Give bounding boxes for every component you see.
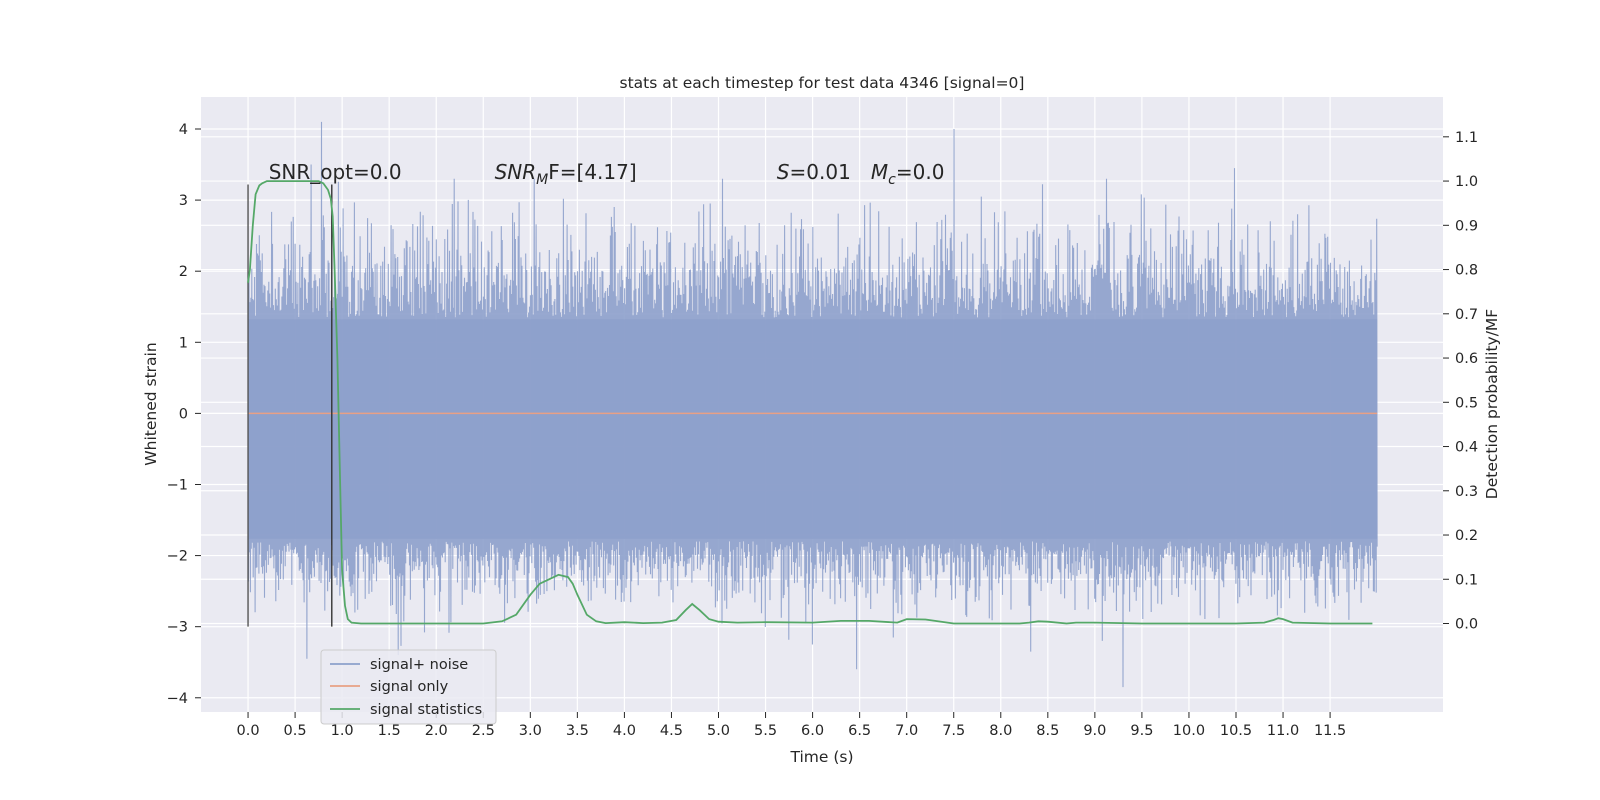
y-axis-label-left: Whitened strain xyxy=(142,342,160,465)
y-right-tick-label-9: 0.2 xyxy=(1455,528,1478,544)
annotation-snr-mf-subscript: M xyxy=(536,172,548,188)
y-right-tick-label-4: 0.7 xyxy=(1455,307,1478,323)
annotation-s-symbol: S xyxy=(777,160,790,184)
x-tick-label-2: 1.0 xyxy=(331,723,354,739)
x-tick-label-1: 0.5 xyxy=(284,723,307,739)
y-left-tick-label-7: −3 xyxy=(167,620,188,636)
series-signal-statistics xyxy=(247,180,1373,625)
y-axis-left: 4 3 2 1 0 −1 −2 −3 −4 xyxy=(167,122,201,707)
y-left-tick-label-5: −1 xyxy=(167,477,188,493)
y-axis-right: 1.1 1.0 0.9 0.8 0.7 0.6 0.5 0.4 0.3 0.2 0.1 0.0 xyxy=(1443,130,1478,633)
signal-statistics-line xyxy=(247,180,1373,625)
x-tick-label-8: 4.0 xyxy=(613,723,636,739)
annotation-snr-mf: SNRMF=[4.17] xyxy=(495,160,637,188)
x-tick-label-18: 9.0 xyxy=(1083,723,1106,739)
vertical-markers xyxy=(247,184,333,627)
y-right-tick-label-11: 0.0 xyxy=(1455,617,1478,633)
x-tick-label-11: 5.5 xyxy=(754,723,777,739)
y-right-tick-label-0: 1.1 xyxy=(1455,130,1478,146)
x-tick-label-19: 9.5 xyxy=(1130,723,1153,739)
x-tick-label-14: 7.0 xyxy=(895,723,918,739)
annotation-mc-symbol: M xyxy=(871,160,888,184)
x-tick-label-5: 2.5 xyxy=(472,723,495,739)
y-left-tick-label-0: 4 xyxy=(179,122,188,138)
x-tick-label-23: 11.5 xyxy=(1314,723,1346,739)
x-tick-label-7: 3.5 xyxy=(566,723,589,739)
y-right-tick-label-7: 0.4 xyxy=(1455,440,1478,456)
chart-title: stats at each timestep for test data 434… xyxy=(620,74,1025,92)
x-tick-label-15: 7.5 xyxy=(942,723,965,739)
y-right-tick-label-1: 1.0 xyxy=(1455,174,1478,190)
annotation-mc-subscript: c xyxy=(888,172,896,188)
legend-box xyxy=(320,649,497,725)
x-tick-label-16: 8.0 xyxy=(989,723,1012,739)
y-right-tick-label-5: 0.6 xyxy=(1455,351,1478,367)
y-right-tick-label-2: 0.9 xyxy=(1455,218,1478,234)
x-tick-label-4: 2.0 xyxy=(425,723,448,739)
x-tick-label-0: 0.0 xyxy=(237,723,260,739)
annotation-s-value: =0.01 xyxy=(790,160,851,184)
annotation-snr-mf-base: SNR xyxy=(495,160,537,184)
x-tick-label-3: 1.5 xyxy=(378,723,401,739)
legend-label-signal-only: signal only xyxy=(370,679,449,695)
x-tick-label-12: 6.0 xyxy=(801,723,824,739)
y-right-tick-label-6: 0.5 xyxy=(1455,395,1478,411)
y-left-tick-label-2: 2 xyxy=(179,264,188,280)
y-right-tick-label-8: 0.3 xyxy=(1455,484,1478,500)
y-left-tick-label-6: −2 xyxy=(167,549,188,565)
annotation-mc-value: =0.0 xyxy=(896,160,945,184)
x-tick-label-20: 10.0 xyxy=(1173,723,1205,739)
x-tick-label-13: 6.5 xyxy=(848,723,871,739)
annotation-s: S=0.01 xyxy=(777,160,851,184)
x-tick-label-9: 4.5 xyxy=(660,723,683,739)
y-left-tick-label-8: −4 xyxy=(167,691,188,707)
y-left-tick-label-4: 0 xyxy=(179,406,188,422)
y-axis-label-right: Detection probability/MF xyxy=(1483,309,1501,500)
annotation-snr-opt: SNR_opt=0.0 xyxy=(269,160,402,184)
x-tick-label-10: 5.0 xyxy=(707,723,730,739)
y-right-tick-label-10: 0.1 xyxy=(1455,572,1478,588)
series-signal-plus-noise xyxy=(247,121,1378,688)
x-tick-label-6: 3.0 xyxy=(519,723,542,739)
legend-label-signal-statistics: signal statistics xyxy=(370,702,482,718)
x-tick-label-22: 11.0 xyxy=(1267,723,1299,739)
x-axis: 0.0 0.5 1.0 1.5 2.0 2.5 3.0 3.5 4.0 4.5 5.0 5.5 6.0 6… xyxy=(237,712,1346,739)
legend-label-signal-plus-noise: signal+ noise xyxy=(370,657,468,673)
x-axis-label: Time (s) xyxy=(789,748,853,766)
x-tick-label-21: 10.5 xyxy=(1220,723,1252,739)
plot-content xyxy=(247,121,1378,688)
y-right-tick-label-3: 0.8 xyxy=(1455,263,1478,279)
annotation-mc: Mc=0.0 xyxy=(871,160,945,188)
annotations: SNR_opt=0.0 SNRMF=[4.17] S=0.01 Mc=0.0 xyxy=(269,160,945,188)
y-left-tick-label-3: 1 xyxy=(179,335,188,351)
annotation-snr-mf-value: F=[4.17] xyxy=(548,160,636,184)
legend: signal+ noise signal only signal statist… xyxy=(320,649,497,725)
signal-plus-noise-core-band xyxy=(248,319,1378,539)
x-tick-label-17: 8.5 xyxy=(1036,723,1059,739)
y-left-tick-label-1: 3 xyxy=(179,193,188,209)
